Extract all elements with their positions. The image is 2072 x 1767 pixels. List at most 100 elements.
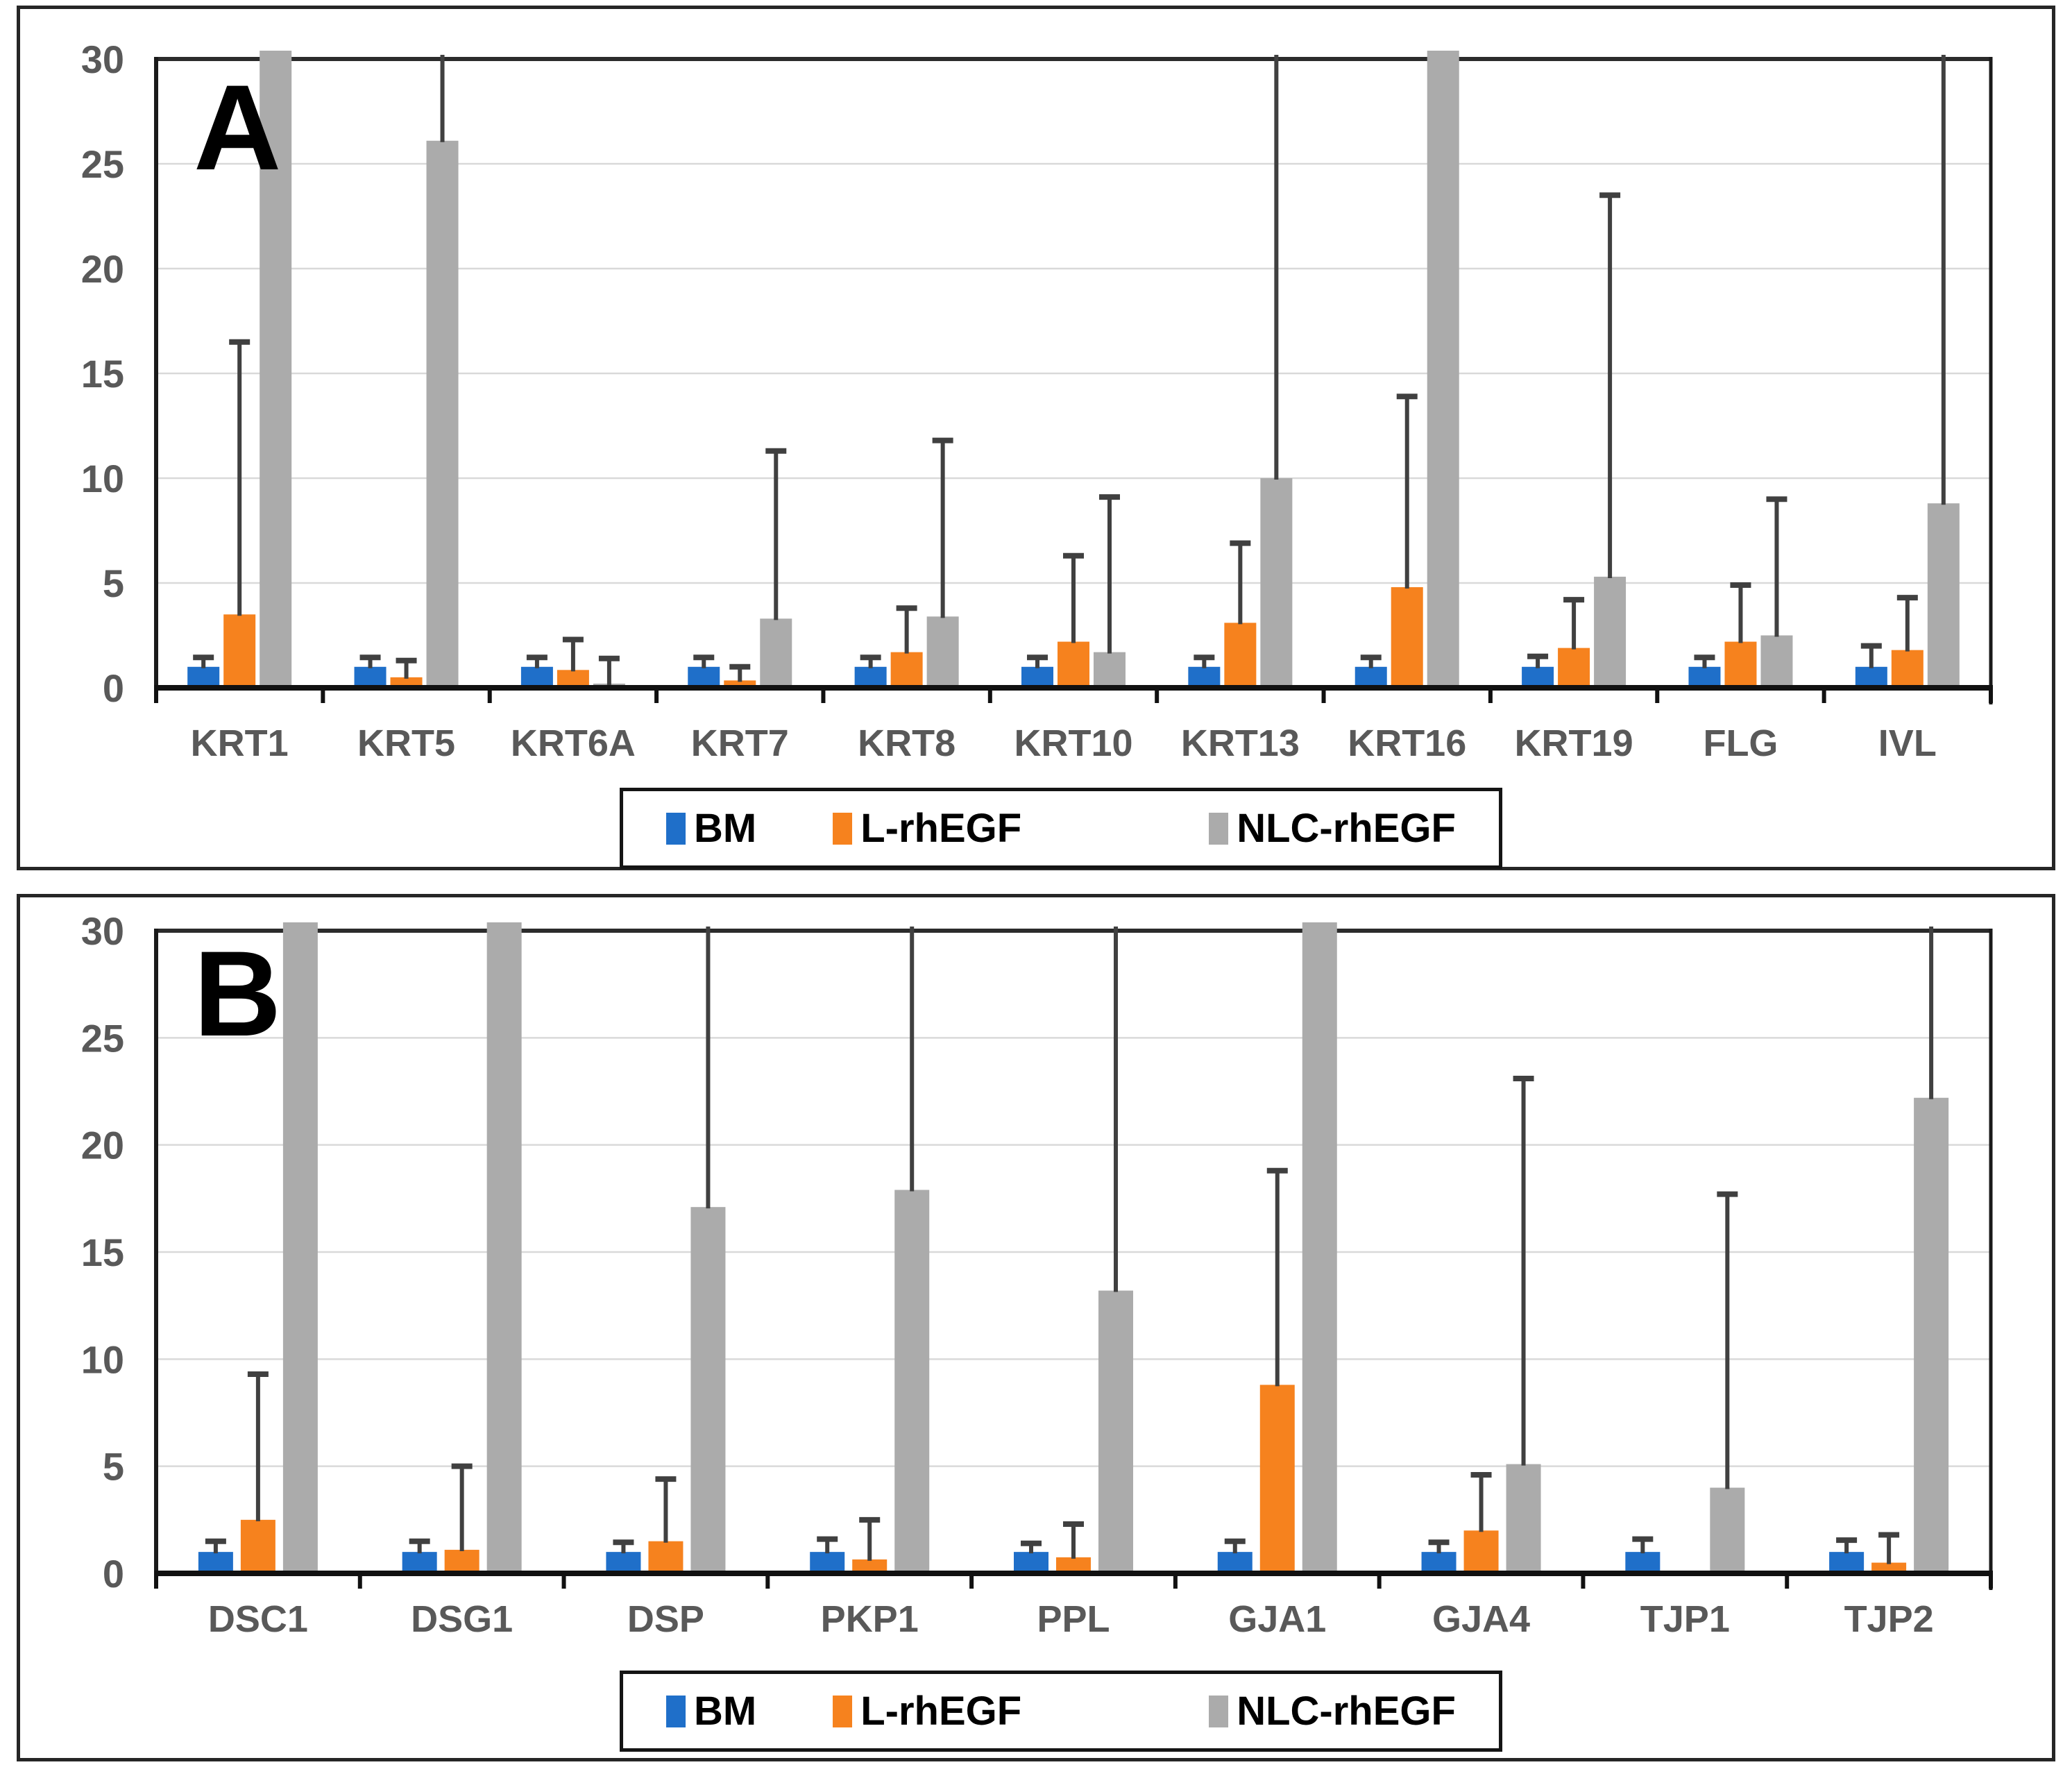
category-label-FLG: FLG xyxy=(1703,722,1778,764)
legend-swatch-icon xyxy=(1209,812,1229,845)
bar-NLC-rhEGF-KRT19 xyxy=(1594,576,1627,688)
y-tick-label-25: 25 xyxy=(81,142,124,186)
bar-L-rhEGF-GJA4 xyxy=(1463,1530,1499,1573)
legend-swatch-icon xyxy=(833,1695,853,1727)
y-tick-label-10: 10 xyxy=(81,457,124,500)
bar-BM-KRT8 xyxy=(854,666,887,688)
category-label-KRT5: KRT5 xyxy=(357,722,455,764)
legend-label: BM xyxy=(694,1689,757,1734)
bar-L-rhEGF-DSP xyxy=(648,1541,683,1573)
legend-item-BM: BM xyxy=(666,805,756,852)
bar-BM-PKP1 xyxy=(810,1552,845,1573)
bar-BM-KRT13 xyxy=(1188,666,1221,688)
bar-NLC-rhEGF-GJA4 xyxy=(1506,1464,1541,1573)
y-tick-label-30: 30 xyxy=(81,909,124,953)
bar-BM-FLG xyxy=(1688,666,1721,688)
y-tick-label-10: 10 xyxy=(81,1337,124,1381)
bar-L-rhEGF-KRT19 xyxy=(1558,648,1590,688)
legend-label: L-rhEGF xyxy=(860,806,1022,851)
bar-L-rhEGF-PPL xyxy=(1056,1557,1091,1573)
category-label-KRT7: KRT7 xyxy=(691,722,789,764)
y-tick-label-25: 25 xyxy=(81,1016,124,1060)
bar-BM-IVL xyxy=(1855,666,1887,688)
y-tick-label-15: 15 xyxy=(81,352,124,396)
panel-b-legend: BM L-rhEGF NLC-rhEGF xyxy=(620,1671,1502,1752)
panel-a-legend: BM L-rhEGF NLC-rhEGF xyxy=(620,788,1502,869)
bar-L-rhEGF-PKP1 xyxy=(852,1559,888,1573)
bar-NLC-rhEGF-IVL xyxy=(1927,503,1960,688)
bar-BM-KRT19 xyxy=(1522,666,1554,688)
legend-label: NLC-rhEGF xyxy=(1237,806,1456,851)
bar-NLC-rhEGF-KRT5 xyxy=(426,140,459,688)
bar-NLC-rhEGF-DSC1 xyxy=(282,922,318,1573)
legend-label: L-rhEGF xyxy=(860,1689,1022,1734)
bar-L-rhEGF-DSC1 xyxy=(240,1519,275,1573)
legend-item-NLC-rhEGF: NLC-rhEGF xyxy=(1209,1688,1456,1734)
category-label-TJP2: TJP2 xyxy=(1844,1598,1934,1640)
category-label-PPL: PPL xyxy=(1037,1598,1110,1640)
bar-BM-DSC1 xyxy=(198,1552,233,1573)
bar-NLC-rhEGF-KRT7 xyxy=(760,618,792,688)
category-label-PKP1: PKP1 xyxy=(821,1598,919,1640)
bar-L-rhEGF-KRT16 xyxy=(1391,587,1423,688)
bar-NLC-rhEGF-PPL xyxy=(1098,1290,1133,1573)
category-label-KRT6A: KRT6A xyxy=(511,722,636,764)
legend-label: NLC-rhEGF xyxy=(1237,1689,1456,1734)
bar-NLC-rhEGF-GJA1 xyxy=(1302,922,1337,1573)
bar-BM-TJP1 xyxy=(1625,1552,1661,1573)
bar-BM-PPL xyxy=(1014,1552,1048,1573)
legend-item-NLC-rhEGF: NLC-rhEGF xyxy=(1209,805,1456,852)
category-label-DSC1: DSC1 xyxy=(208,1598,308,1640)
bar-L-rhEGF-KRT13 xyxy=(1224,623,1257,688)
y-tick-label-20: 20 xyxy=(81,1124,124,1167)
legend-swatch-icon xyxy=(666,812,686,845)
category-label-DSG1: DSG1 xyxy=(411,1598,513,1640)
panel-b-chart: 0 5 10 15 20 25 30 DSC1 DSG1 DSP PKP1 PPL GJA1 GJA4 TJ… xyxy=(81,909,1993,1640)
panel-a-chart: 0 5 10 15 20 25 30 KRT1 KRT5 KRT6A KRT7 KRT8 KRT10 KR… xyxy=(81,37,1993,764)
legend-item-BM: BM xyxy=(666,1688,756,1734)
bar-BM-KRT6A xyxy=(520,666,553,688)
bar-L-rhEGF-KRT8 xyxy=(890,652,923,688)
legend-label: BM xyxy=(694,806,757,851)
bar-L-rhEGF-KRT7 xyxy=(724,680,756,688)
bar-L-rhEGF-KRT10 xyxy=(1058,641,1089,688)
category-label-KRT10: KRT10 xyxy=(1014,722,1132,764)
category-label-GJA4: GJA4 xyxy=(1432,1598,1530,1640)
legend-swatch-icon xyxy=(833,812,853,845)
bar-NLC-rhEGF-KRT13 xyxy=(1260,478,1293,688)
legend-swatch-icon xyxy=(1209,1695,1229,1727)
bar-NLC-rhEGF-DSP xyxy=(690,1207,726,1573)
category-label-DSP: DSP xyxy=(627,1598,704,1640)
bar-L-rhEGF-FLG xyxy=(1724,641,1757,688)
bar-BM-GJA4 xyxy=(1421,1552,1457,1573)
bar-BM-KRT10 xyxy=(1021,666,1053,688)
y-tick-label-5: 5 xyxy=(103,561,124,605)
panel-a-label: A xyxy=(194,60,283,196)
category-label-GJA1: GJA1 xyxy=(1228,1598,1326,1640)
category-label-KRT19: KRT19 xyxy=(1515,722,1633,764)
bar-BM-KRT16 xyxy=(1355,666,1387,688)
bar-L-rhEGF-IVL xyxy=(1891,650,1924,688)
panel-b: B 0 5 10 15 20 25 30 DSC1 DSG1 DSP PKP1 PPL GJA1 GJA4… xyxy=(17,894,2055,1761)
legend-swatch-icon xyxy=(666,1695,686,1727)
bar-NLC-rhEGF-DSG1 xyxy=(486,922,522,1573)
category-label-TJP1: TJP1 xyxy=(1640,1598,1730,1640)
y-tick-label-5: 5 xyxy=(103,1445,124,1489)
category-label-KRT16: KRT16 xyxy=(1348,722,1466,764)
panel-b-label: B xyxy=(194,927,283,1062)
category-label-KRT1: KRT1 xyxy=(191,722,289,764)
bar-NLC-rhEGF-KRT8 xyxy=(926,616,959,688)
legend-item-L-rhEGF: L-rhEGF xyxy=(833,1688,1021,1734)
category-label-KRT13: KRT13 xyxy=(1181,722,1300,764)
bar-BM-TJP2 xyxy=(1829,1552,1865,1573)
legend-item-L-rhEGF: L-rhEGF xyxy=(833,805,1021,852)
bar-NLC-rhEGF-TJP2 xyxy=(1914,1097,1949,1573)
bar-L-rhEGF-KRT1 xyxy=(223,614,256,688)
y-tick-label-20: 20 xyxy=(81,247,124,291)
bar-NLC-rhEGF-KRT16 xyxy=(1427,51,1459,688)
bar-NLC-rhEGF-FLG xyxy=(1760,635,1793,688)
bar-BM-GJA1 xyxy=(1217,1552,1252,1573)
bar-L-rhEGF-DSG1 xyxy=(444,1550,479,1573)
category-label-IVL: IVL xyxy=(1878,722,1937,764)
bar-BM-KRT1 xyxy=(187,666,220,688)
